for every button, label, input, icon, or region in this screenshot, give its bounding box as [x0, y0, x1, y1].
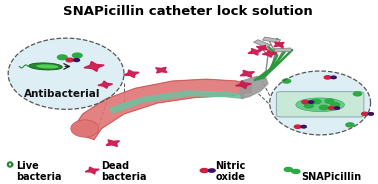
Circle shape — [362, 112, 368, 116]
Polygon shape — [98, 81, 113, 88]
FancyBboxPatch shape — [276, 92, 364, 117]
Polygon shape — [274, 42, 284, 47]
Circle shape — [319, 105, 328, 110]
Ellipse shape — [296, 98, 344, 112]
Text: Live
bacteria: Live bacteria — [15, 161, 61, 182]
Polygon shape — [106, 140, 119, 146]
Ellipse shape — [71, 120, 99, 137]
Circle shape — [66, 58, 74, 62]
Circle shape — [331, 103, 339, 107]
Text: SNAPicillin catheter lock solution: SNAPicillin catheter lock solution — [63, 5, 312, 18]
Circle shape — [282, 79, 291, 83]
Circle shape — [302, 100, 308, 104]
Ellipse shape — [270, 71, 370, 135]
Ellipse shape — [29, 63, 62, 70]
Polygon shape — [248, 49, 262, 55]
Polygon shape — [235, 81, 251, 89]
Circle shape — [304, 104, 313, 108]
FancyBboxPatch shape — [274, 48, 291, 52]
Circle shape — [328, 107, 334, 109]
Text: Nitric
oxide: Nitric oxide — [215, 161, 246, 182]
Circle shape — [284, 167, 293, 171]
Circle shape — [200, 169, 208, 173]
Polygon shape — [109, 91, 243, 113]
Circle shape — [331, 76, 336, 79]
Polygon shape — [85, 167, 99, 174]
Circle shape — [312, 99, 321, 104]
Circle shape — [294, 125, 301, 128]
Ellipse shape — [36, 64, 59, 68]
Polygon shape — [262, 50, 277, 57]
Circle shape — [334, 107, 339, 109]
Polygon shape — [156, 67, 167, 73]
Circle shape — [353, 92, 362, 96]
Ellipse shape — [8, 38, 124, 109]
Polygon shape — [256, 45, 268, 51]
Circle shape — [74, 59, 79, 61]
Circle shape — [308, 101, 314, 103]
Text: Antibacterial: Antibacterial — [24, 89, 101, 99]
Polygon shape — [240, 77, 268, 98]
Polygon shape — [84, 61, 104, 71]
Circle shape — [368, 113, 373, 115]
Text: Dead
bacteria: Dead bacteria — [102, 161, 147, 182]
Text: SNAPicillin: SNAPicillin — [301, 172, 362, 182]
Polygon shape — [240, 70, 254, 77]
Circle shape — [292, 169, 300, 174]
Polygon shape — [76, 79, 251, 139]
Circle shape — [208, 169, 215, 172]
Circle shape — [57, 55, 67, 60]
FancyBboxPatch shape — [262, 37, 280, 43]
Circle shape — [324, 76, 331, 79]
FancyBboxPatch shape — [254, 40, 271, 47]
Circle shape — [73, 53, 82, 58]
Circle shape — [301, 125, 306, 128]
Polygon shape — [124, 70, 139, 77]
Circle shape — [325, 99, 334, 103]
Circle shape — [346, 123, 354, 127]
